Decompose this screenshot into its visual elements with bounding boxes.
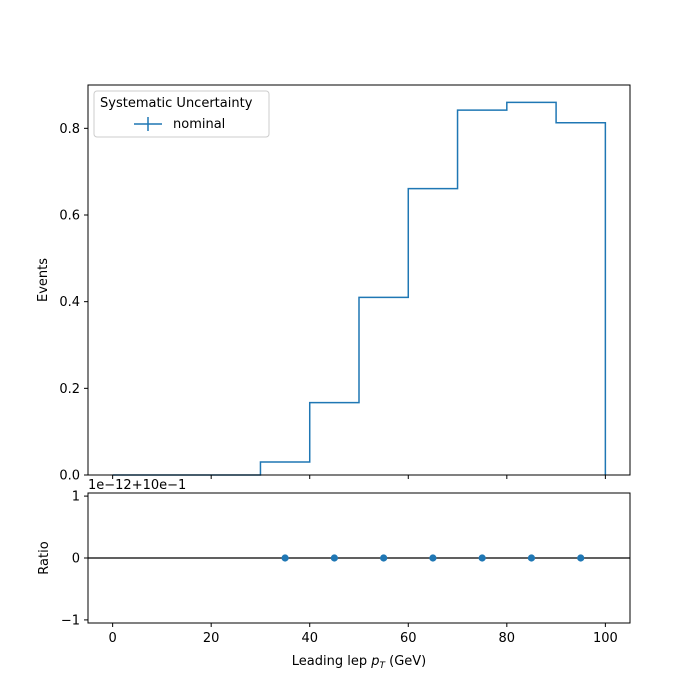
ratio-point [380,554,388,562]
ratio-xtick-label: 60 [400,631,417,646]
top-plot-frame [87,84,631,476]
x-axis-label: Leading lep pT (GeV) [292,654,426,671]
ratio-xtick-label: 100 [593,631,618,646]
top-ylabel: Events [36,258,51,302]
top-ytick-label: 0.8 [59,122,80,137]
top-ytick-label: 0.6 [59,209,80,224]
ratio-offset-text: 1e−12+10e−1 [88,478,186,493]
ratio-xtick-label: 80 [499,631,516,646]
ratio-xtick-label: 20 [203,631,220,646]
ratio-point [527,554,536,562]
top-ytick-label: 0.2 [59,382,80,397]
x-axis-label-main: Leading lep [292,654,371,669]
ratio-ytick-label: 1 [72,490,80,505]
ratio-point [429,554,437,562]
legend: Systematic Uncertainty nominal [93,90,270,138]
ratio-point [281,554,289,562]
ratio-xtick-label: 40 [301,631,318,646]
x-axis-label-subscript: T [379,661,386,671]
x-axis-label-symbol: p [370,654,379,669]
ratio-xtick-label: 0 [108,631,116,646]
top-ytick-label: 0.4 [59,295,80,310]
legend-box [93,90,270,138]
ratio-ytick-label: −1 [61,613,80,628]
top-ytick-label: 0.0 [59,469,80,484]
legend-nominal-label: nominal [173,117,225,132]
top-panel: 0.0 0.2 0.4 0.6 0.8 Events Systematic Uncert… [36,84,631,484]
ratio-point [330,554,338,562]
top-plot-area [88,85,630,475]
ratio-ytick-label: 0 [72,552,80,567]
ratio-point [478,554,486,562]
ratio-point [577,554,585,562]
legend-title: Systematic Uncertainty [100,96,253,111]
x-axis-label-unit: (GeV) [385,654,426,669]
ratio-ylabel: Ratio [37,541,52,574]
ratio-panel: −101 0 20 40 60 80 100 1e−12+10e−1 Ratio Lead… [37,478,631,671]
